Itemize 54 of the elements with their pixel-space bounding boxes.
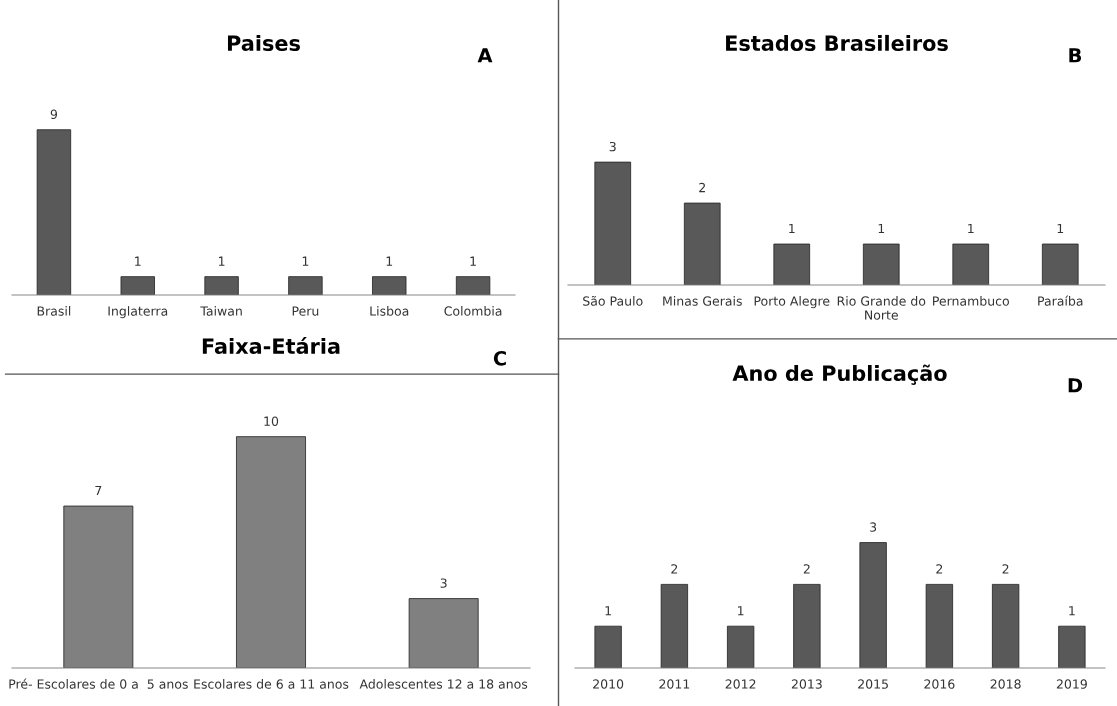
data-label: 2 bbox=[699, 182, 705, 193]
data-label: 2 bbox=[671, 564, 678, 574]
x-tick-label: 2016 bbox=[924, 679, 955, 689]
x-tick-label: Porto Alegre bbox=[754, 296, 830, 309]
chart-title: Ano de Publicação bbox=[732, 364, 947, 385]
x-tick-label: 2019 bbox=[1056, 679, 1087, 689]
data-label: 3 bbox=[440, 578, 447, 588]
x-tick-label: Pré- Escolares de 0 a 5 anos bbox=[9, 678, 188, 689]
data-label: 7 bbox=[95, 486, 102, 496]
chart-title: Faixa-Etária bbox=[202, 337, 340, 355]
data-label: 1 bbox=[605, 606, 611, 616]
x-tick-label: Adolescentes 12 a 18 anos bbox=[359, 679, 528, 689]
data-label: 1 bbox=[738, 606, 744, 616]
data-label: 2 bbox=[1002, 564, 1009, 574]
text: A bbox=[477, 48, 493, 63]
data-label: 1 bbox=[470, 256, 476, 266]
x-tick-label: Lisboa bbox=[370, 306, 409, 316]
x-tick-label: Colombia bbox=[444, 306, 502, 316]
x-tick-label: 2010 bbox=[593, 679, 624, 689]
text: D bbox=[1068, 378, 1083, 393]
x-tick-label: Escolares de 6 a 11 anos bbox=[194, 679, 349, 689]
data-label: 1 bbox=[968, 223, 974, 234]
data-label: 1 bbox=[386, 256, 393, 266]
data-label: 3 bbox=[609, 141, 616, 152]
data-label: 1 bbox=[789, 223, 795, 234]
data-label: 1 bbox=[302, 256, 309, 266]
x-tick-label: Minas Gerais bbox=[663, 296, 742, 306]
x-tick-label: Pernambuco bbox=[933, 296, 1009, 306]
x-tick-label: Paraíba bbox=[1038, 295, 1083, 306]
x-tick-label: 2012 bbox=[725, 679, 756, 689]
data-label: 1 bbox=[218, 256, 225, 266]
data-label: 1 bbox=[135, 256, 141, 266]
x-tick-label: Taiwan bbox=[200, 306, 242, 316]
x-tick-label: Peru bbox=[292, 306, 319, 316]
data-label: 3 bbox=[870, 522, 877, 532]
data-label: 2 bbox=[803, 564, 810, 574]
x-tick-label: São Paulo bbox=[583, 295, 643, 306]
x-tick-label: Inglaterra bbox=[108, 306, 168, 319]
x-tick-label: Brasil bbox=[37, 306, 71, 316]
x-tick-label: 2015 bbox=[858, 679, 888, 689]
data-label: 1 bbox=[1069, 606, 1075, 616]
chart-title: Estados Brasileiros bbox=[726, 34, 948, 52]
x-tick-label: Rio Grande do Norte bbox=[837, 296, 926, 320]
x-tick-label: 2013 bbox=[791, 679, 822, 689]
x-tick-label: 2018 bbox=[990, 679, 1021, 689]
data-label: 2 bbox=[936, 564, 943, 574]
data-label: 1 bbox=[1057, 223, 1064, 234]
data-label: 9 bbox=[50, 109, 58, 119]
text: C bbox=[493, 350, 506, 366]
data-label: 10 bbox=[264, 416, 279, 426]
x-tick-label: 2011 bbox=[659, 679, 690, 689]
chart-title: Paises bbox=[227, 34, 300, 52]
text: B bbox=[1069, 48, 1082, 63]
data-label: 1 bbox=[878, 223, 885, 234]
